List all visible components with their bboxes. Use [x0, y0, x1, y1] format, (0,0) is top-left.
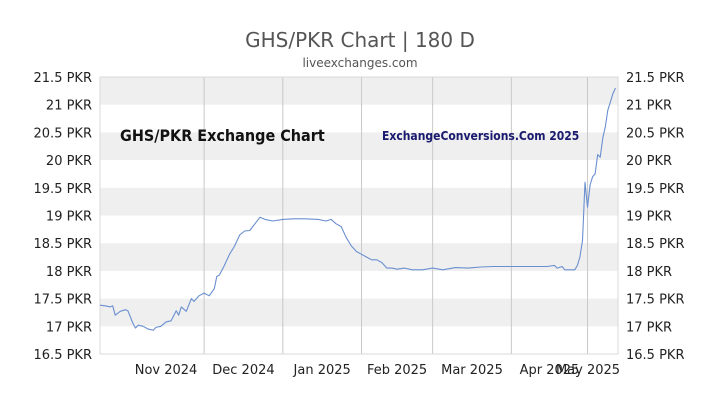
watermark-right: ExchangeConversions.Com 2025: [382, 129, 579, 143]
y-tick-label-right: 19.5 PKR: [626, 182, 684, 197]
y-tick-label-left: 17.5 PKR: [34, 293, 92, 308]
x-tick-label: Feb 2025: [367, 363, 427, 378]
plot-area: 16.5 PKR 16.5 PKR 17 PKR 17 PKR 17.5 PKR 17.5…: [34, 71, 685, 378]
y-tick-label-left: 18 PKR: [46, 265, 92, 280]
watermark-left: GHS/PKR Exchange Chart: [120, 126, 325, 145]
y-tick-label-left: 20 PKR: [46, 154, 92, 169]
plot-frame: [99, 76, 619, 355]
y-tick-label-right: 21 PKR: [626, 99, 672, 114]
y-tick-label-left: 20.5 PKR: [34, 126, 92, 141]
y-tick-label-left: 18.5 PKR: [34, 237, 92, 252]
y-tick-label-right: 16.5 PKR: [626, 348, 684, 363]
y-tick-label-right: 18.5 PKR: [626, 237, 684, 252]
x-tick-label: Apr 2025: [520, 363, 580, 378]
y-tick-label-right: 17 PKR: [626, 320, 672, 335]
y-tick-label-left: 17 PKR: [46, 320, 92, 335]
y-tick-label-left: 19.5 PKR: [34, 182, 92, 197]
y-tick-label-left: 21.5 PKR: [34, 71, 92, 86]
y-tick-label-left: 21 PKR: [46, 99, 92, 114]
grid-band: [100, 132, 618, 161]
chart-title: GHS/PKR Chart | 180 D: [245, 28, 475, 52]
chart-subtitle: liveexchanges.com: [302, 56, 417, 70]
y-tick-label-right: 17.5 PKR: [626, 293, 684, 308]
x-tick-label: Nov 2024: [135, 363, 198, 378]
y-tick-label-right: 18 PKR: [626, 265, 672, 280]
x-tick-label: Dec 2024: [212, 363, 274, 378]
x-tick-label: Jan 2025: [293, 363, 351, 378]
grid-band: [100, 298, 618, 327]
y-tick-label-right: 21.5 PKR: [626, 71, 684, 86]
y-tick-label-right: 20.5 PKR: [626, 126, 684, 141]
y-tick-label-right: 19 PKR: [626, 210, 672, 225]
y-tick-label-left: 16.5 PKR: [34, 348, 92, 363]
grid-band: [100, 77, 618, 105]
grid-band: [100, 187, 618, 216]
y-tick-label-left: 19 PKR: [46, 210, 92, 225]
x-tick-label: Mar 2025: [441, 363, 503, 378]
y-tick-label-right: 20 PKR: [626, 154, 672, 169]
series-line: [99, 87, 616, 331]
x-tick-label: May 2025: [556, 363, 620, 378]
